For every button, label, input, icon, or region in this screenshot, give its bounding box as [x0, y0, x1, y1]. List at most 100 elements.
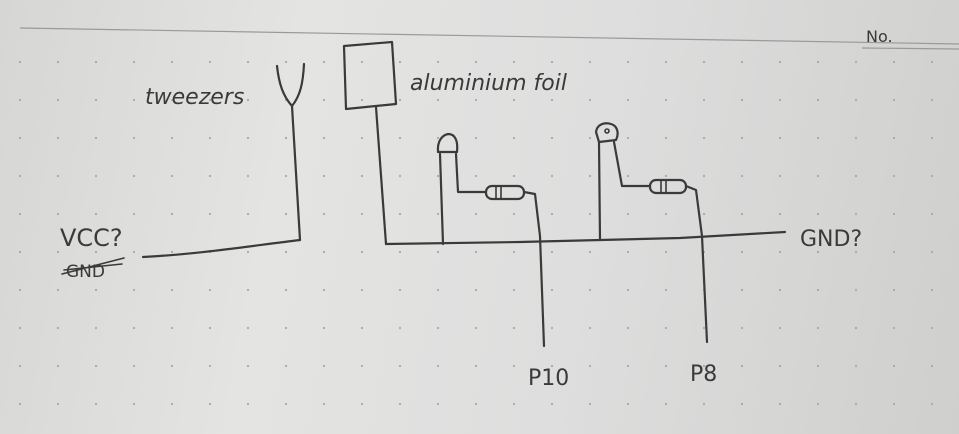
grid-dot: [398, 212, 402, 216]
grid-dot: [512, 250, 516, 254]
grid-dot: [854, 60, 858, 64]
grid-dot: [436, 98, 440, 102]
grid-dot: [816, 60, 820, 64]
grid-dot: [664, 212, 668, 216]
grid-dot: [436, 326, 440, 330]
grid-dot: [626, 402, 630, 406]
grid-dot: [664, 60, 668, 64]
grid-dot: [132, 136, 136, 140]
grid-dot: [778, 212, 782, 216]
resistor-left-icon: [484, 184, 526, 201]
grid-dot: [854, 364, 858, 368]
grid-dot: [132, 364, 136, 368]
grid-dot: [322, 212, 326, 216]
grid-dot: [626, 136, 630, 140]
grid-dot: [588, 174, 592, 178]
grid-dot: [512, 174, 516, 178]
grid-dot: [854, 402, 858, 406]
led-left-cathode-wire: [438, 152, 445, 246]
grid-dot: [170, 60, 174, 64]
grid-dot: [664, 364, 668, 368]
grid-dot: [512, 98, 516, 102]
grid-dot: [18, 60, 22, 64]
grid-dot: [94, 60, 98, 64]
grid-dot: [702, 326, 706, 330]
grid-dot: [398, 402, 402, 406]
grid-dot: [246, 364, 250, 368]
grid-dot: [740, 98, 744, 102]
grid-dot: [854, 174, 858, 178]
grid-dot: [816, 364, 820, 368]
grid-dot: [740, 250, 744, 254]
grid-dot: [474, 402, 478, 406]
grid-dot: [740, 136, 744, 140]
grid-dot: [854, 136, 858, 140]
grid-dot: [778, 60, 782, 64]
grid-dot: [664, 288, 668, 292]
grid-dot: [778, 250, 782, 254]
sensor-right-ground-wire: [597, 140, 602, 242]
grid-dot: [170, 326, 174, 330]
grid-dot: [18, 288, 22, 292]
grid-dot: [18, 98, 22, 102]
grid-dot: [132, 402, 136, 406]
grid-dot: [816, 174, 820, 178]
grid-dot: [778, 364, 782, 368]
grid-dot: [56, 98, 60, 102]
grid-dot: [702, 364, 706, 368]
grid-dot: [854, 326, 858, 330]
grid-dot: [512, 326, 516, 330]
grid-dot: [18, 326, 22, 330]
grid-dot: [360, 288, 364, 292]
grid-dot: [360, 98, 364, 102]
grid-dot: [588, 98, 592, 102]
sensor-right-signal-wire: [612, 140, 652, 188]
grid-dot: [626, 250, 630, 254]
grid-dot: [664, 174, 668, 178]
grid-dot: [322, 60, 326, 64]
grid-dot: [854, 250, 858, 254]
vcc-label: VCC?: [60, 224, 123, 252]
grid-dot: [930, 136, 934, 140]
grid-dot: [512, 212, 516, 216]
grid-dot: [360, 212, 364, 216]
grid-dot: [436, 364, 440, 368]
grid-dot: [208, 212, 212, 216]
grid-dot: [474, 326, 478, 330]
grid-dot: [550, 60, 554, 64]
grid-dot: [322, 364, 326, 368]
grid-dot: [246, 212, 250, 216]
grid-dot: [778, 326, 782, 330]
grid-dot: [94, 174, 98, 178]
grid-dot: [512, 402, 516, 406]
grid-dot: [702, 60, 706, 64]
grid-dot: [474, 174, 478, 178]
grid-dot: [816, 212, 820, 216]
grid-dot: [588, 402, 592, 406]
grid-dot: [94, 212, 98, 216]
grid-dot: [892, 364, 896, 368]
grid-dot: [398, 250, 402, 254]
grid-dot: [892, 402, 896, 406]
grid-dot: [170, 136, 174, 140]
grid-dot: [892, 288, 896, 292]
grid-dot: [56, 60, 60, 64]
grid-dot: [816, 98, 820, 102]
sensor-right-dot: [604, 128, 610, 134]
grid-dot: [94, 364, 98, 368]
grid-dot: [94, 250, 98, 254]
grid-dot: [208, 288, 212, 292]
grid-dot: [94, 326, 98, 330]
gnd-label: GND?: [800, 227, 862, 252]
dot-grid: [18, 60, 934, 406]
grid-dot: [892, 174, 896, 178]
sensor-right-icon: [594, 122, 619, 144]
grid-dot: [740, 402, 744, 406]
grid-dot: [930, 288, 934, 292]
grid-dot: [170, 212, 174, 216]
grid-dot: [56, 136, 60, 140]
grid-dot: [246, 60, 250, 64]
tweezers-icon: [275, 62, 306, 108]
grid-dot: [322, 98, 326, 102]
